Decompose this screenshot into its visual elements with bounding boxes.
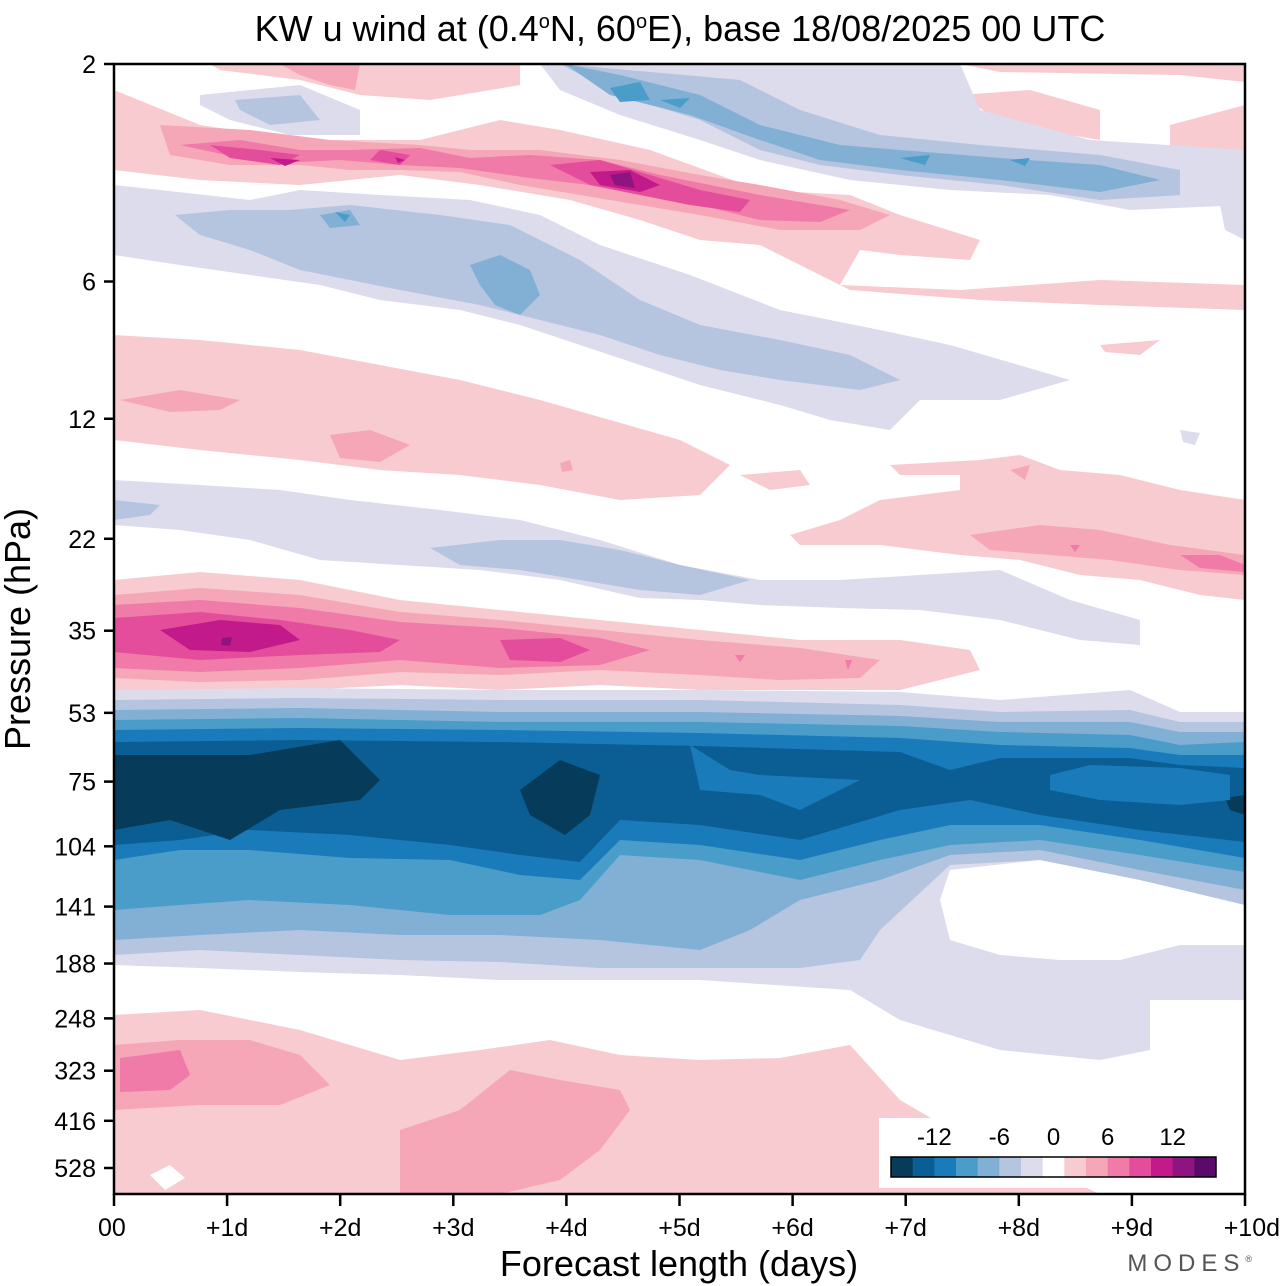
contour-region: [221, 637, 232, 646]
x-tick-label: +1d: [206, 1214, 248, 1242]
chart-title: KW u wind at (0.4oN, 60oE), base 18/08/2…: [0, 0, 1280, 51]
colorbar-label: -12: [917, 1124, 952, 1151]
y-tick-label: 6: [82, 269, 96, 297]
contour-region: [690, 745, 1230, 810]
contour-region: [335, 212, 350, 222]
contour-region: [280, 64, 360, 90]
degree-symbol: o: [538, 11, 550, 33]
y-tick-label: 35: [68, 618, 96, 646]
x-axis-label: Forecast length (days): [500, 1243, 858, 1284]
colorbar-swatch: [1151, 1157, 1174, 1177]
contour-region: [1100, 340, 1160, 355]
colorbar-frame: [890, 1156, 1217, 1178]
colorbar-swatch: [934, 1157, 957, 1177]
contour-region: [1220, 205, 1245, 240]
y-tick-label: 248: [54, 1005, 96, 1033]
y-tick-label: 416: [54, 1108, 96, 1136]
colorbar-swatch: [1107, 1157, 1130, 1177]
contour-region: [114, 740, 1245, 862]
colorbar-label: 12: [1159, 1124, 1186, 1151]
x-tick-label: +9d: [1111, 1214, 1153, 1242]
contour-region: [150, 1165, 185, 1190]
x-tick-label: +10d: [1224, 1214, 1280, 1242]
contour-fill-layer: [114, 64, 1245, 1194]
contour-region: [790, 455, 1245, 600]
x-tick-label: +2d: [319, 1214, 361, 1242]
colorbar-swatch: [1021, 1157, 1044, 1177]
colorbar-label: 6: [1101, 1124, 1114, 1151]
contour-region: [960, 64, 1245, 82]
y-axis-label: Pressure (hPa): [0, 508, 38, 750]
title-suffix: E), base 18/08/2025 00 UTC: [647, 8, 1106, 49]
colorbar-swatch: [999, 1157, 1022, 1177]
contour-region: [270, 157, 660, 192]
colorbar-swatch: [1064, 1157, 1087, 1177]
y-tick-label: 2: [82, 51, 96, 79]
x-tick-label: +7d: [884, 1214, 926, 1242]
x-tick-label: +6d: [771, 1214, 813, 1242]
colorbar-swatch: [1194, 1157, 1217, 1177]
contour-region: [235, 95, 320, 125]
x-tick-label: +8d: [998, 1214, 1040, 1242]
contour-region: [114, 500, 750, 595]
y-tick-label: 323: [54, 1058, 96, 1086]
degree-symbol: o: [635, 11, 648, 33]
contour-region: [114, 335, 730, 500]
contour-region: [120, 390, 573, 472]
y-tick-label: 141: [54, 894, 96, 922]
x-tick-label: 00: [98, 1214, 126, 1242]
colorbar-swatch: [956, 1157, 979, 1177]
contour-region: [160, 620, 300, 652]
colorbar-swatch: [1086, 1157, 1109, 1177]
y-tick-label: 104: [54, 833, 96, 861]
y-tick-label: 22: [68, 526, 96, 554]
colorbar-swatch: [891, 1157, 914, 1177]
colorbar: -12 -6 0 6 12: [879, 1118, 1228, 1188]
y-tick-label: 12: [68, 406, 96, 434]
contour-region: [120, 1050, 190, 1092]
x-tick-label: +5d: [658, 1214, 700, 1242]
x-axis: 00 +1d +2d +3d +4d +5d +6d +7d +8d +9d +10d: [98, 1194, 1280, 1242]
contour-region: [114, 740, 1245, 840]
y-tick-label: 75: [68, 769, 96, 797]
contour-region: [1180, 430, 1200, 445]
x-tick-label: +4d: [545, 1214, 587, 1242]
contour-region: [1170, 105, 1245, 155]
y-tick-label: 53: [68, 700, 96, 728]
brand-mark: ®: [1245, 1254, 1252, 1264]
colorbar-swatch: [977, 1157, 1000, 1177]
contour-region: [940, 860, 1245, 960]
title-middle: N, 60: [549, 8, 636, 49]
contour-region: [740, 470, 810, 490]
brand-name: MODES: [1127, 1250, 1246, 1277]
colorbar-label: 0: [1047, 1124, 1060, 1151]
contour-region: [320, 210, 540, 315]
brand-logo: MODES®: [1127, 1250, 1252, 1278]
x-tick-label: +3d: [432, 1214, 474, 1242]
contour-region: [114, 1040, 630, 1194]
title-prefix: KW u wind at (0.4: [254, 8, 539, 49]
contour-region: [1070, 545, 1245, 572]
colorbar-swatch: [912, 1157, 935, 1177]
contour-region: [210, 64, 520, 100]
colorbar-label: -6: [989, 1124, 1010, 1151]
contour-region: [960, 90, 1100, 140]
colorbar-swatch: [1129, 1157, 1152, 1177]
colorbar-swatch: [1042, 1157, 1065, 1177]
y-tick-label: 188: [54, 951, 96, 979]
y-tick-label: 528: [54, 1155, 96, 1183]
contour-region: [970, 465, 1245, 575]
colorbar-swatch: [1172, 1157, 1195, 1177]
contour-region: [610, 172, 635, 188]
y-axis: 2 6 12 22 35 53 75 104 141 188 248 323 416 528: [54, 51, 114, 1183]
